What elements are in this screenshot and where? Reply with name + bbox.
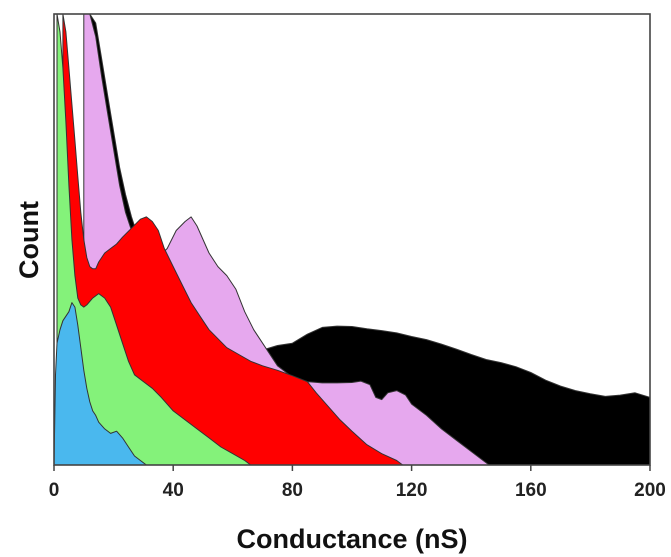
x-axis-ticks: 0 40 80 120 160 200 bbox=[49, 465, 666, 501]
y-axis-title: Count bbox=[14, 201, 44, 279]
x-axis-title: Conductance (nS) bbox=[236, 524, 467, 554]
x-tick-label: 120 bbox=[396, 480, 428, 501]
series-layer bbox=[54, 14, 650, 465]
x-tick-label: 0 bbox=[49, 480, 60, 501]
series-area-5 bbox=[54, 302, 147, 465]
series-area-4 bbox=[56, 14, 252, 465]
x-tick-label: 80 bbox=[282, 480, 303, 501]
x-tick-label: 40 bbox=[163, 480, 184, 501]
x-tick-label: 200 bbox=[634, 480, 666, 501]
x-tick-label: 160 bbox=[515, 480, 547, 501]
series-area-3 bbox=[62, 14, 404, 465]
plot-frame bbox=[53, 13, 651, 466]
